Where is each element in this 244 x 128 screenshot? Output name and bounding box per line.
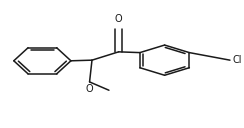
Text: O: O — [86, 84, 93, 94]
Text: Cl: Cl — [232, 55, 242, 65]
Text: O: O — [115, 14, 122, 24]
